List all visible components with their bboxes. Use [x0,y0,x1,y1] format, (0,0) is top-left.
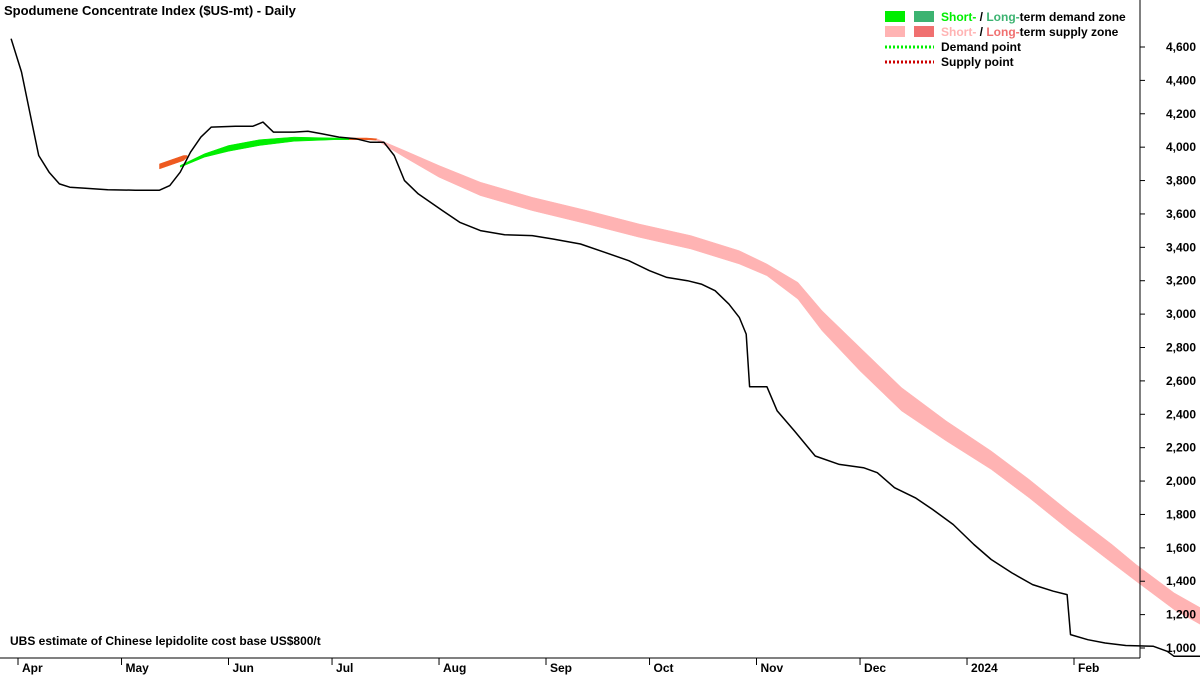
y-tick-label: 2,600 [1166,374,1196,388]
x-tick-label: Sep [550,661,572,675]
demand-zone-band [179,136,357,168]
legend-short-swatch [885,26,905,37]
x-tick-label: 2024 [971,661,998,675]
y-tick-label: 3,400 [1166,240,1196,254]
y-tick-label: 2,800 [1166,341,1196,355]
chart-title: Spodumene Concentrate Index ($US-mt) - D… [4,3,297,18]
y-tick-label: 1,400 [1166,574,1196,588]
x-tick-label: Aug [443,661,466,675]
y-tick-label: 3,200 [1166,274,1196,288]
x-tick-label: Dec [864,661,886,675]
y-tick-label: 3,600 [1166,207,1196,221]
x-tick-label: Apr [22,661,43,675]
y-tick-label: 4,600 [1166,40,1196,54]
y-tick-label: 1,600 [1166,541,1196,555]
y-tick-label: 1,200 [1166,608,1196,622]
legend-label: Supply point [941,55,1014,69]
cost-base-annotation: UBS estimate of Chinese lepidolite cost … [10,634,321,648]
x-tick-label: Feb [1078,661,1099,675]
legend-label: Short- / Long-term demand zone [941,10,1126,24]
legend-label: Short- / Long-term supply zone [941,25,1119,39]
legend-label: Demand point [941,40,1021,54]
legend-long-swatch [914,26,934,37]
y-tick-label: 4,000 [1166,140,1196,154]
y-tick-label: 4,200 [1166,107,1196,121]
x-tick-label: Jul [336,661,353,675]
legend-long-swatch [914,11,934,22]
y-tick-label: 2,200 [1166,441,1196,455]
x-tick-label: Oct [654,661,674,675]
legend-short-swatch [885,11,905,22]
price-series-line [10,38,1200,658]
y-tick-label: 4,400 [1166,73,1196,87]
y-tick-label: 2,400 [1166,407,1196,421]
y-tick-label: 2,000 [1166,474,1196,488]
plot-area [10,38,1200,658]
supply-zone-band [376,138,1200,625]
x-tick-label: May [126,661,150,675]
x-tick-label: Jun [233,661,254,675]
y-tick-label: 3,000 [1166,307,1196,321]
x-tick-label: Nov [761,661,784,675]
y-tick-label: 3,800 [1166,174,1196,188]
y-tick-label: 1,800 [1166,507,1196,521]
y-tick-label: 1,000 [1166,641,1196,655]
